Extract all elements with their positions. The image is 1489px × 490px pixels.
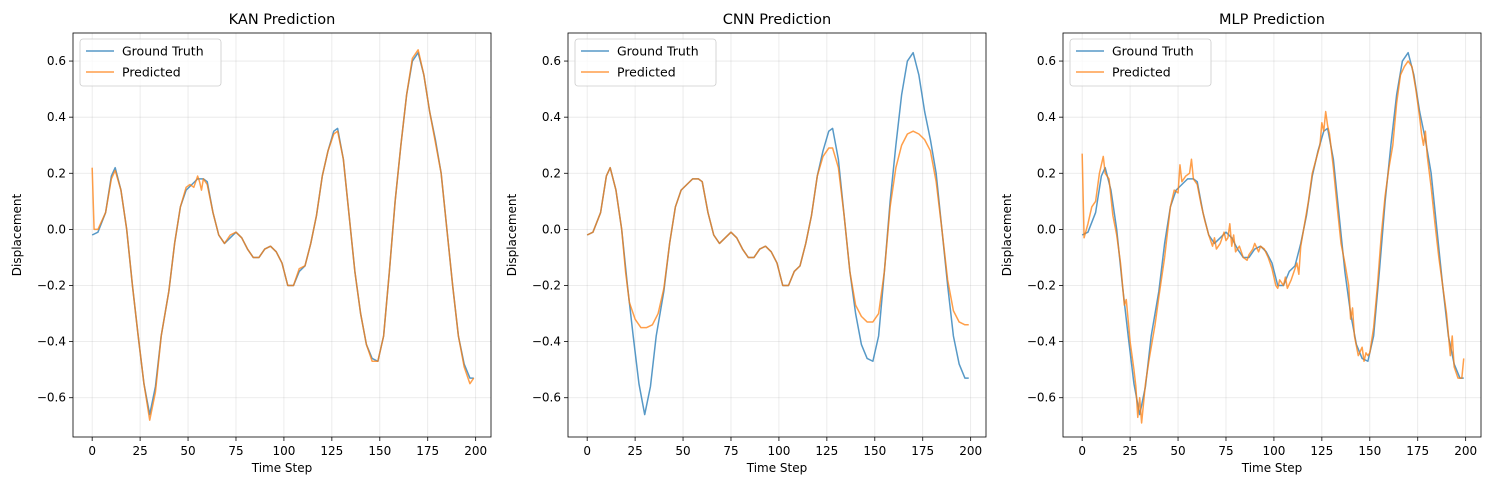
- x-tick-label: 175: [416, 444, 439, 458]
- x-tick-label: 150: [863, 444, 886, 458]
- x-axis-label: Time Step: [251, 461, 313, 475]
- y-axis-label: Displacement: [505, 193, 519, 276]
- x-axis-label: Time Step: [746, 461, 808, 475]
- y-tick-label: 0.6: [1037, 54, 1056, 68]
- legend-label-predicted: Predicted: [1112, 65, 1171, 80]
- legend: Ground Truth Predicted: [574, 38, 717, 87]
- x-tick-label: 200: [1454, 444, 1477, 458]
- legend-box: [79, 38, 222, 87]
- y-tick-label: 0.6: [47, 54, 66, 68]
- y-axis-label: Displacement: [1000, 193, 1014, 276]
- x-tick-label: 125: [1310, 444, 1333, 458]
- y-axis-label: Displacement: [10, 193, 24, 276]
- y-tick-label: −0.6: [1027, 391, 1056, 405]
- series-line-predicted: [1081, 60, 1465, 424]
- y-tick-label: −0.6: [532, 391, 561, 405]
- series-line-ground-truth: [1081, 51, 1464, 416]
- series-line-ground-truth: [91, 51, 474, 416]
- axes-frame: [72, 32, 492, 438]
- x-tick-label: 0: [583, 444, 591, 458]
- x-tick-label: 150: [1358, 444, 1381, 458]
- x-tick-label: 150: [368, 444, 391, 458]
- y-tick-label: 0.2: [47, 166, 66, 180]
- x-tick-label: 100: [1262, 444, 1285, 458]
- legend-label-ground-truth: Ground Truth: [617, 44, 699, 59]
- x-tick-label: 75: [228, 444, 243, 458]
- x-tick-label: 175: [911, 444, 934, 458]
- y-tick-label: −0.4: [532, 335, 561, 349]
- legend-label-predicted: Predicted: [617, 65, 676, 80]
- y-tick-label: 0.0: [1037, 222, 1056, 236]
- series-line-predicted: [91, 49, 475, 421]
- x-tick-label: 100: [767, 444, 790, 458]
- y-tick-label: 0.6: [542, 54, 561, 68]
- chart-panel-1: 0 25 50 75 100 125 150 175 200 −0.6 −0.4 −0.2 0.0 0.2…: [10, 12, 492, 475]
- x-tick-label: 125: [320, 444, 343, 458]
- x-tick-label: 75: [1218, 444, 1233, 458]
- y-tick-label: 0.0: [47, 222, 66, 236]
- chart-title: CNN Prediction: [723, 12, 831, 28]
- chart-title: MLP Prediction: [1219, 12, 1325, 28]
- series-line-ground-truth: [586, 51, 969, 416]
- x-tick-label: 75: [723, 444, 738, 458]
- y-tick-label: 0.2: [1037, 166, 1056, 180]
- chart-panel-2: 0 25 50 75 100 125 150 175 200 −0.6 −0.4 −0.2 0.0 0.2…: [505, 12, 987, 475]
- axes-frame: [1062, 32, 1482, 438]
- y-tick-label: −0.4: [1027, 335, 1056, 349]
- y-tick-label: 0.4: [542, 110, 561, 124]
- legend-label-ground-truth: Ground Truth: [1112, 44, 1194, 59]
- chart-title: KAN Prediction: [229, 12, 336, 28]
- legend: Ground Truth Predicted: [79, 38, 222, 87]
- x-axis-label: Time Step: [1241, 461, 1303, 475]
- x-tick-label: 0: [1078, 444, 1086, 458]
- y-tick-label: 0.4: [1037, 110, 1056, 124]
- y-tick-label: −0.2: [1027, 279, 1056, 293]
- x-tick-label: 100: [272, 444, 295, 458]
- x-tick-label: 50: [1170, 444, 1185, 458]
- x-tick-label: 125: [815, 444, 838, 458]
- legend-label-ground-truth: Ground Truth: [122, 44, 204, 59]
- x-tick-label: 25: [1122, 444, 1137, 458]
- x-tick-label: 200: [959, 444, 982, 458]
- x-tick-label: 175: [1406, 444, 1429, 458]
- y-tick-label: −0.6: [37, 391, 66, 405]
- y-tick-label: 0.0: [542, 222, 561, 236]
- x-tick-label: 50: [675, 444, 690, 458]
- x-tick-label: 0: [88, 444, 96, 458]
- legend: Ground Truth Predicted: [1069, 38, 1212, 87]
- x-tick-label: 25: [627, 444, 642, 458]
- axes-frame: [567, 32, 987, 438]
- legend-box: [574, 38, 717, 87]
- x-tick-label: 200: [464, 444, 487, 458]
- chart-panel-3: 0 25 50 75 100 125 150 175 200 −0.6 −0.4 −0.2 0.0 0.2…: [1000, 12, 1482, 475]
- y-tick-label: −0.2: [37, 279, 66, 293]
- y-tick-label: 0.2: [542, 166, 561, 180]
- y-tick-label: 0.4: [47, 110, 66, 124]
- y-tick-label: −0.2: [532, 279, 561, 293]
- y-tick-label: −0.4: [37, 335, 66, 349]
- x-tick-label: 25: [132, 444, 147, 458]
- series-line-predicted: [586, 130, 969, 329]
- legend-box: [1069, 38, 1212, 87]
- x-tick-label: 50: [180, 444, 195, 458]
- legend-label-predicted: Predicted: [122, 65, 181, 80]
